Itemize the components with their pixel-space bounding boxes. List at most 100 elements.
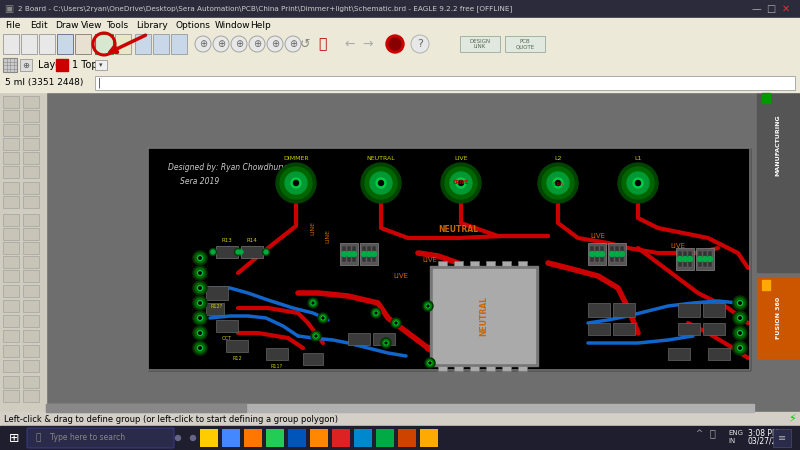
Circle shape xyxy=(198,317,202,319)
Bar xyxy=(757,92,800,272)
Bar xyxy=(708,348,730,360)
Text: ⊕: ⊕ xyxy=(217,39,225,49)
Bar xyxy=(21,34,37,54)
Circle shape xyxy=(198,270,202,275)
Bar xyxy=(454,366,463,371)
Circle shape xyxy=(395,322,397,324)
Text: 3:08 PM: 3:08 PM xyxy=(748,428,778,437)
Circle shape xyxy=(738,301,742,306)
Bar xyxy=(303,353,323,365)
Bar xyxy=(3,124,19,136)
Bar xyxy=(153,34,169,54)
Text: ENG: ENG xyxy=(728,430,743,436)
Text: FUSION 360: FUSION 360 xyxy=(775,297,781,339)
Bar xyxy=(75,34,91,54)
Circle shape xyxy=(371,252,377,256)
Bar xyxy=(95,60,107,70)
Bar xyxy=(0,56,800,74)
Circle shape xyxy=(427,305,429,307)
Bar xyxy=(762,280,770,290)
Circle shape xyxy=(633,178,643,188)
Bar xyxy=(348,333,370,345)
Circle shape xyxy=(553,178,563,188)
Circle shape xyxy=(310,300,317,306)
Circle shape xyxy=(315,335,317,337)
Circle shape xyxy=(735,343,745,353)
Circle shape xyxy=(610,252,614,256)
Circle shape xyxy=(322,317,324,319)
Circle shape xyxy=(614,252,619,256)
Text: Type here to search: Type here to search xyxy=(50,433,125,442)
Text: LIVE: LIVE xyxy=(670,243,686,249)
Bar xyxy=(46,404,246,412)
Circle shape xyxy=(373,310,379,316)
Circle shape xyxy=(370,172,392,194)
Bar xyxy=(23,242,39,254)
Bar xyxy=(454,261,463,266)
Bar xyxy=(438,366,447,371)
Circle shape xyxy=(210,248,217,256)
Text: Library: Library xyxy=(136,21,167,30)
Bar xyxy=(486,261,495,266)
Circle shape xyxy=(291,178,301,188)
Bar xyxy=(39,34,55,54)
Bar xyxy=(688,251,692,267)
Bar xyxy=(266,429,284,447)
Bar xyxy=(23,152,39,164)
Bar xyxy=(0,92,46,412)
Text: NEUTRAL: NEUTRAL xyxy=(366,156,395,161)
Circle shape xyxy=(195,328,205,338)
Bar xyxy=(678,251,682,267)
Circle shape xyxy=(267,36,283,52)
Text: ↺: ↺ xyxy=(300,37,310,50)
Bar xyxy=(3,152,19,164)
Bar xyxy=(470,261,479,266)
Circle shape xyxy=(285,172,307,194)
Circle shape xyxy=(321,316,325,320)
Circle shape xyxy=(456,178,466,188)
Bar xyxy=(226,340,248,352)
Circle shape xyxy=(264,250,268,254)
Text: DESIGN
LINK: DESIGN LINK xyxy=(470,39,490,50)
Text: L1: L1 xyxy=(634,156,642,161)
Bar xyxy=(372,246,376,262)
Bar xyxy=(23,182,39,194)
Circle shape xyxy=(590,252,594,256)
Bar xyxy=(600,246,604,262)
Bar xyxy=(0,426,800,450)
Bar xyxy=(3,182,19,194)
Text: LIVE: LIVE xyxy=(394,273,409,279)
Text: DIMMER: DIMMER xyxy=(283,156,309,161)
Bar xyxy=(56,59,68,71)
Circle shape xyxy=(319,315,326,321)
Circle shape xyxy=(599,252,605,256)
Circle shape xyxy=(542,167,574,199)
Bar xyxy=(678,303,700,317)
Text: Designed by: Ryan Chowdhury: Designed by: Ryan Chowdhury xyxy=(168,163,286,172)
Circle shape xyxy=(382,339,390,346)
Text: IN: IN xyxy=(728,438,735,444)
Circle shape xyxy=(635,180,641,185)
Circle shape xyxy=(733,296,747,310)
Bar xyxy=(367,246,371,262)
Bar xyxy=(23,138,39,150)
Text: ▾: ▾ xyxy=(99,62,102,68)
Circle shape xyxy=(547,172,569,194)
Text: —: — xyxy=(751,4,761,14)
Text: ?: ? xyxy=(417,39,423,49)
Bar xyxy=(460,36,500,52)
Bar xyxy=(588,323,610,335)
Bar xyxy=(3,228,19,240)
Bar xyxy=(23,214,39,226)
Bar xyxy=(23,315,39,327)
Bar xyxy=(200,429,218,447)
Bar xyxy=(0,92,800,412)
Bar xyxy=(470,366,479,371)
Bar xyxy=(20,59,32,71)
Circle shape xyxy=(198,257,202,259)
Circle shape xyxy=(386,35,404,53)
Text: R13: R13 xyxy=(222,238,232,243)
Text: PCB
QUOTE: PCB QUOTE xyxy=(515,39,534,50)
Bar xyxy=(23,285,39,297)
Circle shape xyxy=(735,313,745,323)
